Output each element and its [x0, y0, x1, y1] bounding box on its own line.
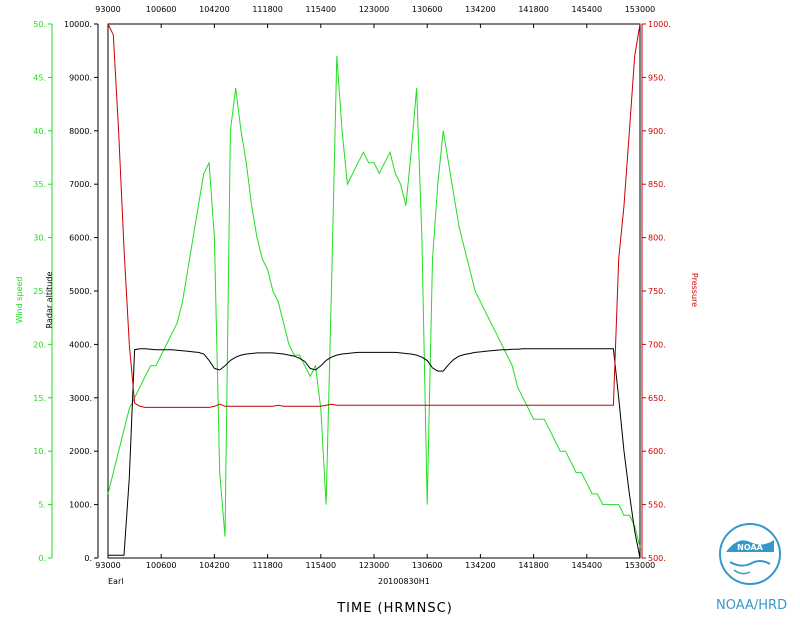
radar-axis-label: Radar altitude: [45, 272, 54, 329]
pressure-tick-label: 500.: [648, 554, 666, 563]
pressure-tick-label: 900.: [648, 127, 666, 136]
radar-tick-label: 10000.: [64, 20, 92, 29]
pressure-tick-label: 600.: [648, 447, 666, 456]
pressure-tick-label: 750.: [648, 287, 666, 296]
pressure-tick-label: 550.: [648, 501, 666, 510]
pressure-tick-label: 800.: [648, 234, 666, 243]
pressure-tick-label: 950.: [648, 73, 666, 82]
x-tick-label-top: 100600: [146, 5, 177, 14]
wind-tick-label: 10.: [33, 447, 46, 456]
x-tick-label-top: 134200: [465, 5, 496, 14]
x-axis-ticks-top: 93000 100600 104200 111800 115400 123000 13060…: [95, 5, 655, 28]
radar-tick-label: 0.: [84, 554, 92, 563]
x-tick-label-bottom: 100600: [146, 561, 177, 570]
radar-axis-ticks: 0. 1000. 2000. 3000. 4000. 5000. 6000. 7000. 800…: [64, 20, 98, 563]
wind-tick-label: 5.: [38, 501, 46, 510]
series-line-wind: [107, 55, 641, 548]
wind-tick-label: 20.: [33, 340, 46, 349]
brand-label: NOAA/HRD: [716, 598, 788, 613]
x-tick-label-top: 141800: [518, 5, 549, 14]
wind-tick-label: 15.: [33, 394, 46, 403]
x-tick-label-bottom: 141800: [518, 561, 549, 570]
pressure-tick-label: 850.: [648, 180, 666, 189]
radar-tick-label: 3000.: [69, 394, 92, 403]
noaa-logo-icon: NOAA: [719, 523, 781, 585]
x-tick-label-top: 130600: [412, 5, 443, 14]
logo-emblem-text: NOAA: [737, 543, 763, 552]
x-tick-label-top: 93000: [95, 5, 120, 14]
x-tick-label-top: 111800: [252, 5, 283, 14]
plot-frame: [107, 23, 641, 559]
x-tick-label-top: 153000: [625, 5, 656, 14]
x-tick-label-bottom: 145400: [572, 561, 603, 570]
x-tick-label-bottom: 104200: [199, 561, 230, 570]
x-tick-label-bottom: 115400: [306, 561, 337, 570]
x-tick-label-bottom: 111800: [252, 561, 283, 570]
wind-tick-label: 40.: [33, 127, 46, 136]
pressure-axis-label: Pressure: [690, 273, 699, 307]
radar-tick-label: 5000.: [69, 287, 92, 296]
x-tick-label-bottom: 134200: [465, 561, 496, 570]
x-tick-label-top: 115400: [306, 5, 337, 14]
wind-tick-label: 0.: [38, 554, 46, 563]
x-tick-label-bottom: 123000: [359, 561, 390, 570]
pressure-axis-ticks: 500. 550. 600. 650. 700. 750. 800. 850. 900. 950.…: [642, 20, 671, 563]
x-tick-label-top: 104200: [199, 5, 230, 14]
pressure-tick-label: 700.: [648, 340, 666, 349]
wind-tick-label: 50.: [33, 20, 46, 29]
wind-tick-label: 30.: [33, 234, 46, 243]
radar-tick-label: 7000.: [69, 180, 92, 189]
x-axis-title: TIME (HRMNSC): [336, 601, 453, 616]
series-line-radar: [108, 348, 641, 559]
x-axis-ticks-bottom: 93000 100600 104200 111800 115400 123000 13060…: [95, 554, 655, 570]
radar-tick-label: 2000.: [69, 447, 92, 456]
wind-tick-label: 25.: [33, 287, 46, 296]
storm-name-label: Earl: [108, 577, 123, 586]
radar-tick-label: 6000.: [69, 234, 92, 243]
x-tick-label-top: 145400: [572, 5, 603, 14]
radar-tick-label: 1000.: [69, 501, 92, 510]
wind-tick-label: 45.: [33, 73, 46, 82]
radar-tick-label: 8000.: [69, 127, 92, 136]
pressure-tick-label: 1000.: [648, 20, 671, 29]
series-layer: [107, 23, 641, 559]
pressure-tick-label: 650.: [648, 394, 666, 403]
wind-tick-label: 35.: [33, 180, 46, 189]
x-tick-label-bottom: 153000: [625, 561, 656, 570]
wind-axis-label: Wind speed: [15, 277, 24, 324]
flight-id-label: 20100830H1: [378, 577, 430, 586]
x-tick-label-top: 123000: [359, 5, 390, 14]
wind-axis-ticks: 0. 5. 10. 15. 20. 25. 30. 35. 40. 45. 50.: [33, 20, 52, 563]
radar-tick-label: 9000.: [69, 73, 92, 82]
x-tick-label-bottom: 93000: [95, 561, 120, 570]
radar-tick-label: 4000.: [69, 340, 92, 349]
x-tick-label-bottom: 130600: [412, 561, 443, 570]
series-line-pressure: [107, 23, 641, 408]
